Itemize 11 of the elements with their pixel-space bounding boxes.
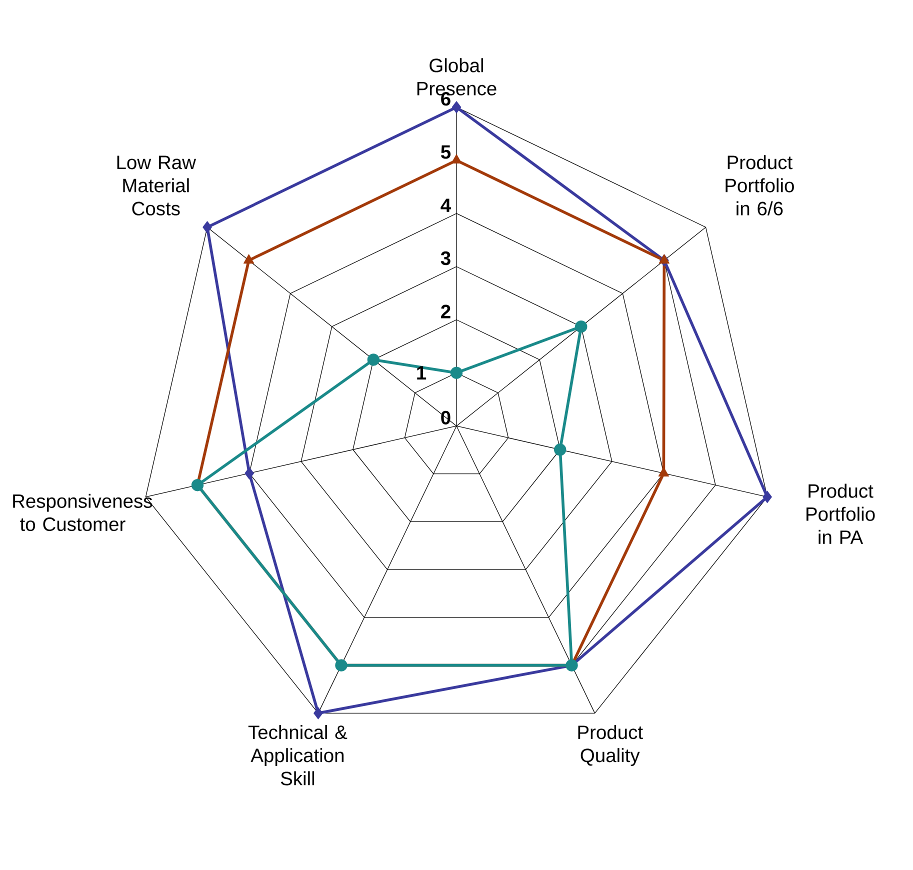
spoke-label: Responsiveness to Customer — [13, 494, 152, 531]
y-tick-label: 3 — [440, 251, 450, 265]
y-tick-label: 5 — [440, 145, 451, 159]
spoke-label: Technical & Application Skill — [248, 724, 348, 786]
spoke-label: Product Portfolio in PA — [806, 484, 875, 544]
y-tick-label: 4 — [440, 198, 451, 212]
y-tick-label: 2 — [441, 304, 450, 318]
y-tick-label: 1 — [417, 366, 426, 380]
spoke-label: Product Quality — [578, 724, 643, 766]
spoke-label: Low Raw Material Costs — [117, 156, 196, 216]
spoke-label: Product Portfolio in 6/6 — [726, 154, 794, 216]
